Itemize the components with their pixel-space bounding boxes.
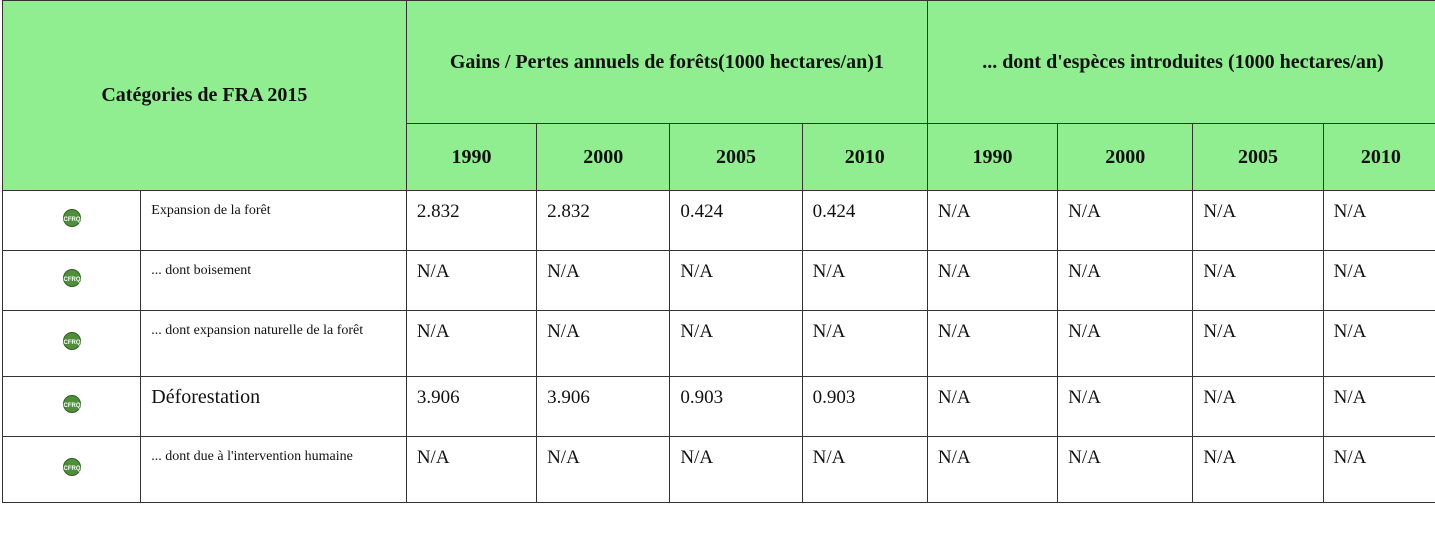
value-cell: N/A [801,436,928,503]
value-cell: N/A [801,250,928,311]
table-row: CFRQ ... dont due à l'intervention humain… [1,436,1435,503]
year-header: 2000 [536,123,671,191]
value-cell: N/A [1057,376,1194,437]
icon-label: CFRQ [63,277,80,283]
value-cell: N/A [926,310,1059,377]
value-cell: N/A [1057,250,1194,311]
value-cell: N/A [669,436,803,503]
value-cell: N/A [1322,250,1435,311]
group-header: ... dont d'espèces introduites (1000 hec… [926,0,1435,124]
value-cell: N/A [1192,436,1324,503]
value-cell: N/A [926,250,1059,311]
value-cell: N/A [1322,436,1435,503]
cfrq-icon: CFRQ [62,331,81,350]
value-cell: N/A [1057,436,1194,503]
year-header: 2005 [1192,123,1324,191]
category-header: Catégories de FRA 2015 [2,0,407,191]
value-cell: 0.424 [801,190,928,251]
value-cell: 0.903 [801,376,928,437]
row-label: ... dont due à l'intervention humaine [140,436,407,503]
icon-cell: CFRQ [1,250,142,311]
cfrq-icon: CFRQ [62,457,81,476]
value-cell: N/A [405,250,538,311]
value-cell: N/A [926,376,1059,437]
value-cell: 0.424 [669,190,803,251]
value-cell: N/A [669,310,803,377]
value-cell: N/A [536,310,671,377]
cfrq-icon: CFRQ [62,208,81,227]
value-cell: N/A [1057,310,1194,377]
year-header: 2010 [801,123,928,191]
icon-cell: CFRQ [1,376,142,437]
icon-cell: CFRQ [1,190,142,251]
value-cell: 0.903 [669,376,803,437]
value-cell: 3.906 [536,376,671,437]
value-cell: N/A [405,310,538,377]
table-row: CFRQ Expansion de la forêt 2.832 2.832 0.424… [1,190,1435,251]
row-label: ... dont boisement [140,250,407,311]
icon-circle [62,331,81,350]
value-cell: N/A [1192,250,1324,311]
value-cell: N/A [1192,190,1324,251]
value-cell: N/A [1322,190,1435,251]
icon-cell: CFRQ [1,310,142,377]
year-header: 2000 [1057,123,1194,191]
value-cell: N/A [1322,376,1435,437]
value-cell: 2.832 [536,190,671,251]
row-label: Expansion de la forêt [140,190,407,251]
value-cell: N/A [405,436,538,503]
value-cell: N/A [536,436,671,503]
table-row: CFRQ ... dont expansion naturelle de la f… [1,310,1435,377]
icon-cell: CFRQ [1,436,142,503]
icon-label: CFRQ [63,403,80,409]
value-cell: N/A [801,310,928,377]
icon-circle [62,268,81,287]
year-header: 1990 [926,123,1059,191]
table-row: CFRQ... dont boisement N/A N/A N/A N/A N/A N/A… [1,250,1435,311]
value-cell: N/A [1192,310,1324,377]
value-cell: N/A [926,190,1059,251]
year-header: 2010 [1322,123,1435,191]
value-cell: N/A [1057,190,1194,251]
icon-label: CFRQ [63,466,80,472]
icon-circle [62,457,81,476]
cfrq-icon: CFRQ [62,268,81,287]
icon-circle [62,208,81,227]
value-cell: N/A [669,250,803,311]
year-header: 2005 [669,123,803,191]
icon-label: CFRQ [63,217,80,223]
icon-circle [62,394,81,413]
row-label: Déforestation [140,376,407,437]
table-row: CFRQ Déforestation 3.906 3.906 0.903 0.903 N/A… [1,376,1435,437]
group-header: Gains / Pertes annuels de forêts(1000 he… [405,0,928,124]
value-cell: N/A [1322,310,1435,377]
value-cell: 2.832 [405,190,538,251]
row-label: ... dont expansion naturelle de la forêt [140,310,407,377]
value-cell: N/A [1192,376,1324,437]
cfrq-icon: CFRQ [62,394,81,413]
value-cell: N/A [926,436,1059,503]
value-cell: 3.906 [405,376,538,437]
value-cell: N/A [536,250,671,311]
icon-label: CFRQ [63,340,80,346]
year-header: 1990 [405,123,538,191]
forest-table: Catégories de FRA 2015 Gains / Pertes an… [1,0,1435,503]
